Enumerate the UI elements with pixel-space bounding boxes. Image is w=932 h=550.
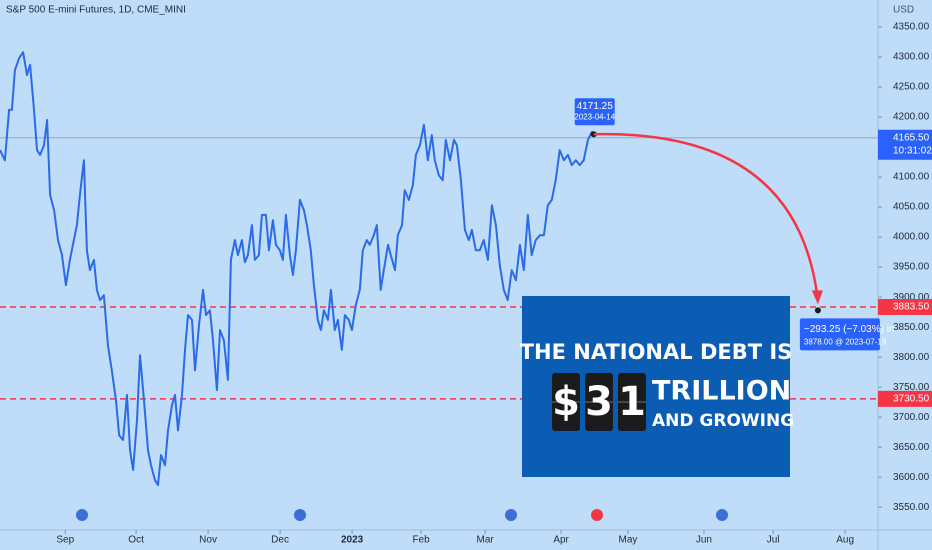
plot: 3550.00 3600.00 3650.00 3700.00 3750.00 3800.… (0, 22, 932, 546)
digit: $ (552, 379, 580, 425)
banner-line: AND GROWING (652, 411, 794, 431)
x-tick-label: Feb (412, 535, 430, 546)
event-icons (76, 509, 728, 521)
event-icon[interactable] (505, 509, 517, 521)
y-tick-label: 3700.00 (893, 412, 930, 423)
currency-label: USD (893, 5, 914, 16)
x-tick-label: Oct (128, 535, 144, 546)
y-tick-label: 4350.00 (893, 22, 930, 33)
chart-title: S&P 500 E-mini Futures, 1D, CME_MINI (6, 5, 186, 16)
arrow-head (811, 290, 823, 305)
countdown-label: 10:31:02 (893, 145, 932, 156)
banner-line: TRILLION (652, 376, 791, 407)
price-line (0, 51, 595, 486)
target-label: 3878.00 @ 2023-07-19 (804, 337, 887, 346)
event-icon[interactable] (716, 509, 728, 521)
x-tick-label: Dec (271, 535, 289, 546)
target-box (799, 318, 880, 351)
x-tick-label: Jun (696, 535, 712, 546)
x-tick-label: Mar (477, 535, 495, 546)
x-tick-label: May (619, 535, 638, 546)
y-tick-label: 3950.00 (893, 262, 930, 273)
y-tick-label: 4000.00 (893, 232, 930, 243)
banner-line: THE NATIONAL DEBT IS (520, 340, 793, 364)
y-tick-label: 3850.00 (893, 322, 930, 333)
price-label: 3730.50 (893, 393, 930, 404)
event-icon[interactable] (294, 509, 306, 521)
target-point (814, 307, 821, 314)
event-icon[interactable] (591, 509, 603, 521)
y-tick-label: 3600.00 (893, 472, 930, 483)
annotation-date: 2023-04-14 (574, 112, 615, 121)
y-tick-label: 3750.00 (893, 382, 930, 393)
event-icon[interactable] (76, 509, 88, 521)
y-tick-label: 4100.00 (893, 172, 930, 183)
last-price-label: 4165.50 (893, 132, 930, 143)
target-change: −293.25 (−7.03%) in (804, 324, 895, 335)
y-tick-label: 4200.00 (893, 112, 930, 123)
banner: THE NATIONAL DEBT IS $ 3 1 TRILLION AND GROWI… (520, 296, 794, 477)
x-tick-label: Sep (56, 535, 74, 546)
annotation-value: 4171.25 (577, 101, 614, 112)
projection-arrow (593, 133, 820, 301)
y-tick-label: 3650.00 (893, 442, 930, 453)
y-tick-label: 4300.00 (893, 52, 930, 63)
annotation-box (574, 98, 615, 126)
digit: 3 (585, 379, 613, 425)
y-tick-label: 4250.00 (893, 82, 930, 93)
price-label-bg (878, 390, 932, 407)
x-tick-label: Jul (767, 535, 780, 546)
y-tick-label: 3800.00 (893, 352, 930, 363)
price-label-bg (878, 299, 932, 316)
x-tick-label: Nov (199, 535, 217, 546)
price-label: 3883.50 (893, 302, 930, 313)
y-tick-label: 4050.00 (893, 202, 930, 213)
digit: 1 (618, 379, 646, 425)
x-tick-label: 2023 (341, 535, 364, 546)
last-price-bg (878, 129, 932, 160)
x-tick-label: Aug (836, 535, 854, 546)
y-tick-label: 3900.00 (893, 292, 930, 303)
y-tick-label: 3550.00 (893, 502, 930, 513)
x-tick-label: Apr (553, 535, 569, 546)
